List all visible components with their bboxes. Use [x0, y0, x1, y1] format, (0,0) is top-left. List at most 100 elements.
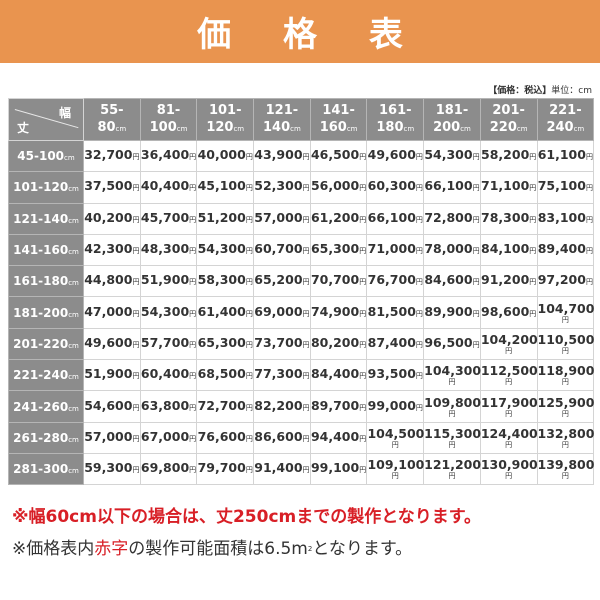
column-header-bottom: 100 — [149, 119, 177, 135]
price-value: 76,700 — [367, 272, 416, 288]
price-cell: 44,800円 — [83, 265, 141, 298]
price-value: 110,500 — [537, 331, 595, 347]
price-value: 77,300 — [254, 366, 303, 382]
price-cell: 46,500円 — [309, 139, 368, 173]
row-header: 101-120cm — [8, 171, 84, 204]
currency-suffix: 円 — [302, 309, 310, 318]
column-header-top: 55- — [100, 102, 124, 118]
height-axis-label: 丈 — [17, 121, 30, 135]
price-cell: 76,600円 — [196, 421, 255, 454]
price-value: 84,600 — [424, 272, 473, 288]
currency-suffix: 円 — [189, 309, 197, 318]
price-value: 51,200 — [197, 209, 246, 225]
price-cell: 86,600円 — [253, 421, 311, 454]
row-header: 201-220cm — [8, 327, 84, 361]
price-value: 139,800 — [537, 457, 595, 473]
column-header-top: 121- — [265, 102, 299, 118]
price-value: 112,500 — [480, 363, 538, 379]
price-cell: 60,700円 — [253, 233, 311, 267]
price-value: 80,200 — [310, 334, 360, 350]
column-header: 81- 100cm — [139, 98, 198, 141]
price-cell: 45,700円 — [139, 202, 198, 235]
currency-suffix: 円 — [472, 215, 480, 224]
currency-suffix: 円 — [189, 247, 197, 256]
price-cell: 84,100円 — [479, 233, 538, 267]
price-cell: 75,100円 — [536, 171, 595, 204]
price-cell: 70,700円 — [309, 265, 368, 298]
price-cell: 68,500円 — [196, 359, 255, 392]
currency-suffix: 円 — [529, 309, 537, 318]
price-cell: 49,600円 — [366, 139, 425, 173]
row-header: 161-180cm — [8, 265, 84, 298]
unit-suffix: cm — [68, 185, 79, 194]
price-value: 65,200 — [254, 272, 303, 288]
price-cell: 97,200円 — [536, 265, 595, 298]
currency-suffix: 円 — [585, 215, 593, 224]
currency-suffix: 円 — [472, 309, 480, 318]
price-value: 72,800 — [424, 209, 473, 225]
price-cell: 79,700円 — [196, 452, 255, 486]
price-cell: 72,800円 — [423, 202, 481, 235]
currency-suffix: 円 — [415, 247, 423, 256]
width-axis-label: 幅 — [58, 106, 71, 120]
currency-suffix: 円 — [132, 434, 140, 443]
table-row: 261-280cm 57,000円 67,000円 76,600円 86,600円 94,… — [8, 421, 594, 454]
price-cell: 61,400円 — [196, 296, 255, 329]
currency-suffix: 円 — [302, 340, 310, 349]
price-cell: 76,700円 — [366, 265, 425, 298]
currency-suffix: 円 — [448, 472, 456, 481]
currency-suffix: 円 — [585, 247, 593, 256]
price-value: 104,700 — [537, 300, 595, 316]
price-cell: 51,200円 — [196, 202, 255, 235]
currency-suffix: 円 — [132, 215, 140, 224]
title-banner: 価 格 表 — [0, 0, 600, 63]
price-value: 91,400 — [254, 460, 303, 476]
currency-suffix: 円 — [505, 440, 513, 449]
currency-suffix: 円 — [585, 153, 593, 162]
price-cell: 80,200円 — [309, 327, 368, 361]
price-cell: 54,300円 — [139, 296, 198, 329]
price-cell: 74,900円 — [309, 296, 368, 329]
currency-suffix: 円 — [132, 372, 140, 381]
price-value: 86,600 — [254, 428, 303, 444]
currency-suffix: 円 — [359, 184, 367, 193]
price-cell: 45,100円 — [196, 171, 255, 204]
currency-suffix: 円 — [359, 215, 367, 224]
price-value: 94,400 — [310, 428, 360, 444]
price-value: 54,600 — [84, 397, 133, 413]
unit-suffix: cm — [68, 404, 79, 413]
price-cell: 32,700円 — [83, 139, 141, 173]
price-value: 65,300 — [310, 241, 360, 257]
price-cell: 52,300円 — [253, 171, 311, 204]
price-cell: 43,900円 — [253, 139, 311, 173]
price-value: 109,100 — [367, 457, 425, 473]
price-cell: 71,000円 — [366, 233, 425, 267]
unit-suffix: cm — [68, 467, 79, 476]
column-header-bottom: 80 — [97, 119, 116, 135]
currency-suffix: 円 — [189, 278, 197, 287]
price-value: 79,700 — [197, 460, 246, 476]
price-value: 44,800 — [84, 272, 133, 288]
price-value: 104,200 — [480, 331, 538, 347]
unit-suffix: cm — [68, 310, 79, 319]
table-row: 141-160cm 42,300円 48,300円 54,300円 60,700円 65,… — [8, 233, 595, 267]
currency-suffix: 円 — [245, 184, 253, 193]
currency-suffix: 円 — [245, 372, 253, 381]
currency-suffix: 円 — [302, 153, 310, 162]
price-value: 72,700 — [197, 397, 246, 413]
price-cell: 81,500円 — [366, 296, 425, 329]
price-cell: 96,500円 — [423, 327, 481, 361]
price-cell: 57,000円 — [83, 421, 141, 454]
price-cell: 40,000円 — [196, 139, 255, 173]
notes: ※幅60cm以下の場合は、丈250cmまでの製作となります。 ※価格表内赤字の製… — [12, 504, 481, 562]
price-value: 54,300 — [197, 241, 246, 257]
row-header-label: 161-180 — [13, 274, 69, 289]
price-value: 40,200 — [84, 209, 133, 225]
price-cell: 37,500円 — [83, 171, 141, 204]
price-value: 104,300 — [424, 363, 482, 379]
currency-suffix: 円 — [505, 409, 513, 418]
currency-suffix: 円 — [359, 309, 367, 318]
currency-suffix: 円 — [245, 215, 253, 224]
price-value: 60,400 — [140, 366, 190, 382]
currency-suffix: 円 — [448, 440, 456, 449]
